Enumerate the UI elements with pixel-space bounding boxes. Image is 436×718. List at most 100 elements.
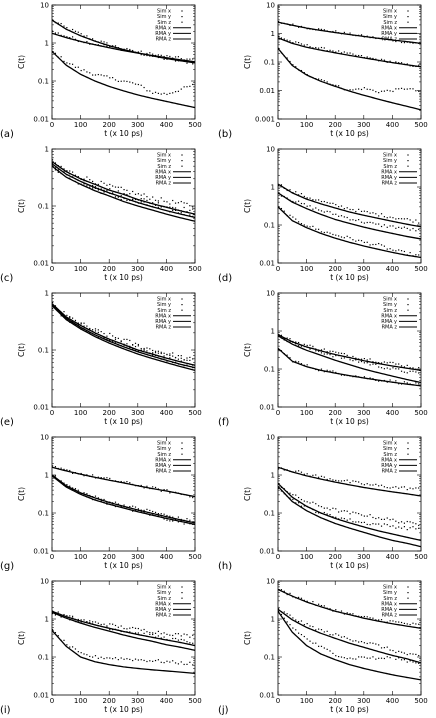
point-sim-z	[94, 655, 97, 657]
point-sim-x	[180, 355, 182, 357]
point-sim-y	[386, 226, 388, 228]
point-sim-x	[140, 54, 142, 56]
point-sim-z	[289, 60, 291, 63]
point-sim-y	[157, 202, 159, 204]
point-sim-z	[389, 657, 391, 659]
point-sim-y	[186, 58, 188, 60]
point-sim-x	[392, 361, 394, 364]
point-sim-x	[189, 496, 191, 498]
point-sim-z	[418, 383, 420, 385]
y-tick-label: 0.01	[259, 87, 275, 95]
point-sim-y	[74, 488, 77, 490]
point-sim-x	[92, 474, 94, 476]
point-sim-y	[366, 642, 368, 645]
legend-label: RMA x	[155, 313, 171, 319]
point-sim-y	[326, 353, 328, 355]
plot-frame	[51, 436, 196, 552]
x-tick-label: 0	[50, 553, 54, 561]
point-sim-y	[86, 621, 88, 623]
point-sim-z	[363, 521, 365, 523]
point-sim-y	[289, 40, 291, 42]
plot-frame	[51, 292, 196, 408]
point-sim-y	[320, 352, 323, 354]
point-sim-z	[166, 519, 168, 521]
point-sim-y	[378, 223, 380, 225]
point-sim-x	[326, 201, 328, 204]
point-sim-z	[338, 235, 340, 237]
point-sim-z	[132, 659, 134, 662]
point-sim-y	[180, 58, 182, 60]
point-sim-z	[398, 657, 400, 659]
x-tick-label: 100	[300, 265, 313, 273]
point-sim-z	[318, 228, 320, 230]
point-sim-x	[326, 351, 328, 353]
point-sim-z	[392, 90, 394, 93]
point-sim-x	[375, 619, 377, 621]
point-sim-y	[395, 227, 397, 229]
point-sim-y	[140, 50, 142, 52]
point-sim-y	[134, 345, 137, 348]
x-tick-label: 300	[131, 553, 144, 561]
point-sim-y	[157, 512, 159, 515]
point-sim-x	[183, 202, 185, 204]
legend-point-swatch	[181, 10, 183, 12]
point-sim-z	[283, 210, 285, 212]
point-sim-y	[280, 195, 283, 197]
point-sim-y	[360, 221, 363, 223]
point-sim-y	[300, 498, 303, 501]
y-axis-label: C(t)	[17, 55, 26, 69]
point-sim-y	[343, 51, 345, 53]
point-sim-z	[154, 91, 157, 93]
point-sim-z	[295, 502, 297, 504]
point-sim-x	[54, 162, 57, 164]
y-tick-label: 0.01	[33, 116, 49, 124]
point-sim-y	[380, 367, 383, 369]
point-sim-x	[160, 633, 162, 635]
point-sim-y	[403, 652, 406, 654]
point-sim-y	[189, 359, 191, 362]
x-tick-label: 500	[414, 553, 427, 561]
point-sim-z	[114, 657, 117, 659]
point-sim-x	[132, 190, 134, 193]
x-tick-label: 500	[414, 697, 427, 705]
point-sim-z	[398, 526, 400, 528]
plot-area	[278, 588, 421, 681]
point-sim-z	[366, 88, 368, 90]
legend-label: Sim z	[157, 596, 171, 602]
point-sim-y	[89, 328, 91, 330]
point-sim-x	[177, 355, 180, 357]
point-sim-y	[332, 50, 334, 52]
point-sim-x	[372, 361, 374, 363]
x-tick-label: 100	[74, 697, 87, 705]
point-sim-y	[372, 222, 374, 224]
point-sim-y	[309, 625, 311, 627]
point-sim-x	[303, 195, 305, 198]
point-sim-x	[157, 350, 159, 352]
legend-label: RMA z	[156, 325, 172, 331]
point-sim-z	[94, 74, 97, 76]
point-sim-z	[129, 81, 131, 83]
point-sim-y	[386, 367, 388, 369]
point-sim-y	[189, 209, 191, 211]
point-sim-z	[372, 243, 374, 246]
point-sim-y	[132, 344, 134, 346]
point-sim-x	[380, 213, 383, 215]
point-sim-x	[320, 604, 323, 607]
point-sim-z	[380, 244, 383, 246]
point-sim-x	[415, 487, 417, 489]
point-sim-z	[120, 657, 122, 659]
point-sim-x	[192, 63, 194, 65]
series-line-rma-x	[52, 303, 195, 366]
point-sim-z	[315, 228, 317, 230]
point-sim-x	[363, 615, 365, 618]
point-sim-x	[366, 616, 368, 618]
y-tick-label: 0.1	[38, 203, 49, 211]
point-sim-z	[403, 526, 406, 528]
point-sim-x	[152, 196, 154, 198]
point-sim-z	[114, 341, 117, 343]
legend-point-swatch	[407, 448, 409, 450]
point-sim-y	[120, 195, 122, 197]
point-sim-z	[126, 199, 128, 201]
